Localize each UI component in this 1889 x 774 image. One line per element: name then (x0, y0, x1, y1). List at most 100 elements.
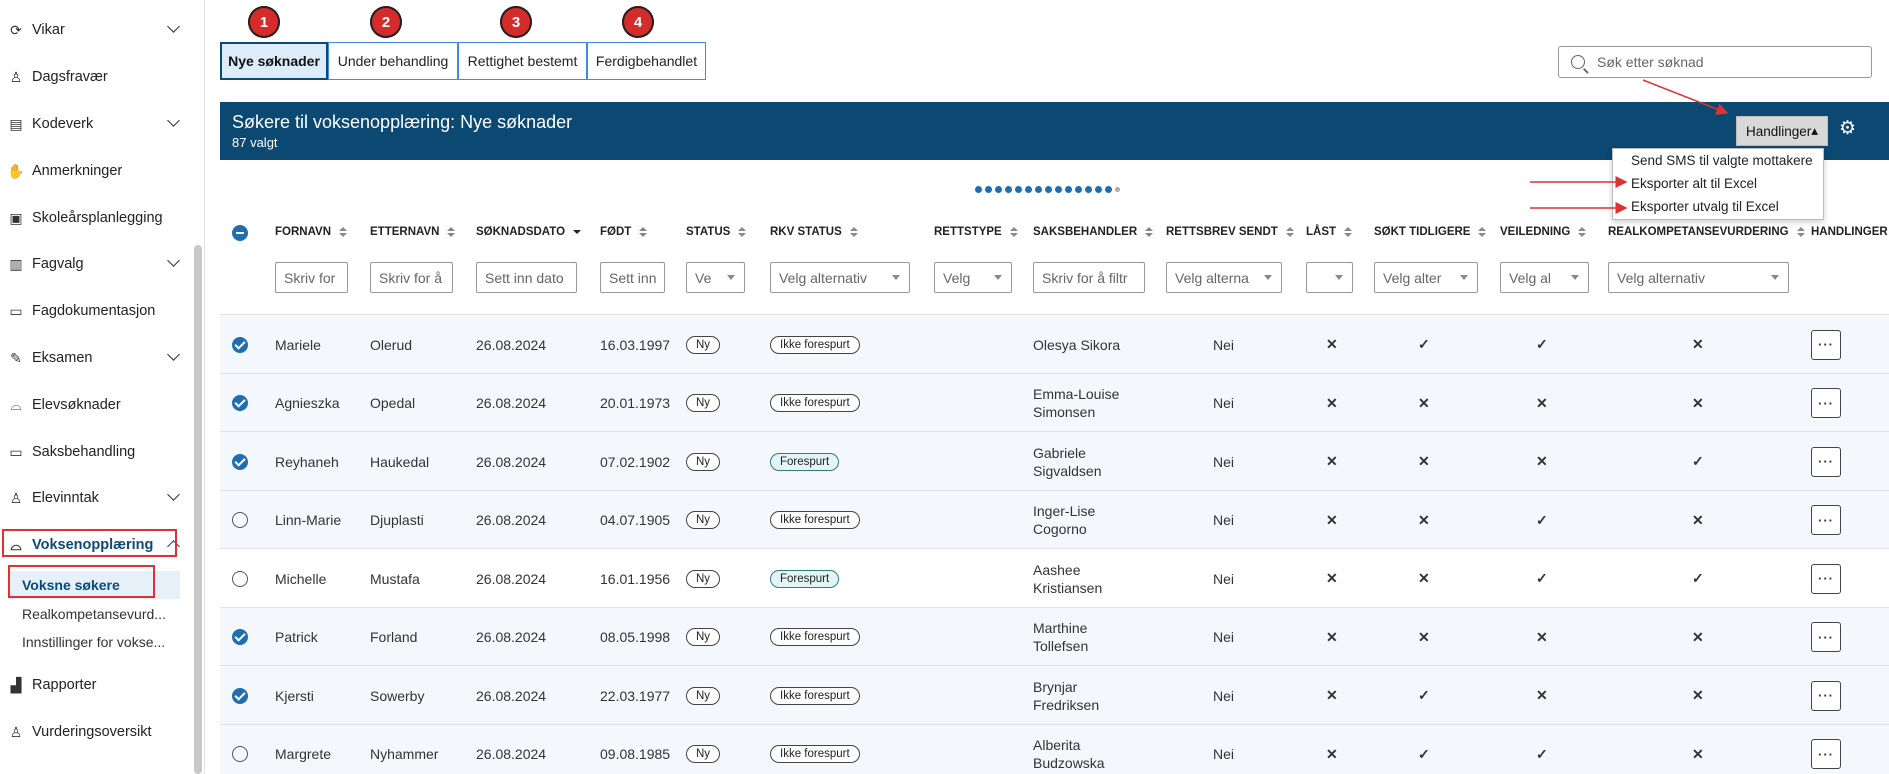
sidebar-item-fagdokumentasjon[interactable]: ▭ Fagdokumentasjon (0, 291, 190, 331)
row-actions-button[interactable]: ··· (1811, 622, 1841, 652)
select-all-checkbox[interactable] (232, 225, 248, 241)
filter-saksbehandler[interactable]: Skriv for å filtr (1033, 262, 1145, 293)
filter-fodt[interactable]: Sett inn (600, 262, 665, 293)
rkv-status-badge: Forespurt (770, 569, 840, 588)
col-fornavn[interactable]: FORNAVN (275, 226, 348, 238)
row-actions-button[interactable]: ··· (1811, 329, 1841, 360)
sidebar-subitem-realkompetanse[interactable]: Realkompetansevurd... (22, 606, 166, 622)
row-checkbox[interactable] (232, 512, 248, 528)
col-rettstype[interactable]: RETTSTYPE (934, 226, 1018, 238)
col-status[interactable]: STATUS (686, 226, 747, 238)
col-fodt[interactable]: FØDT (600, 226, 648, 238)
sidebar-scrollbar[interactable] (194, 245, 202, 774)
cell-rettsbrev: Nei (1213, 629, 1235, 645)
menu-item-send-sms[interactable]: Send SMS til valgte mottakere (1631, 153, 1813, 168)
col-sokt-tidligere[interactable]: SØKT TIDLIGERE (1374, 226, 1487, 238)
filter-last[interactable] (1306, 262, 1353, 293)
row-actions-button[interactable]: ··· (1811, 505, 1841, 535)
tab-under-behandling[interactable]: Under behandling (328, 42, 458, 80)
actions-menu: Send SMS til valgte mottakere Eksporter … (1612, 148, 1824, 220)
saksbehandler-line: Alberita (1033, 737, 1081, 753)
search-input[interactable] (1597, 54, 1857, 70)
row-checkbox[interactable] (232, 629, 248, 645)
tab-nye-soknader[interactable]: Nye søknader (220, 42, 328, 80)
cell-fodt: 09.08.1985 (600, 746, 671, 762)
filter-rettstype[interactable]: Velg (934, 262, 1012, 293)
filter-sokt-tidligere[interactable]: Velg alter (1374, 262, 1478, 293)
tab-rettighet-bestemt[interactable]: Rettighet bestemt (458, 42, 587, 80)
menu-item-export-all[interactable]: Eksporter alt til Excel (1631, 176, 1758, 191)
table-row[interactable]: Kjersti Sowerby 26.08.2024 22.03.1977 Ny Ikke… (220, 665, 1889, 724)
sidebar-item-skolearsplanlegging[interactable]: ▣ Skoleårsplanlegging (0, 198, 190, 238)
sidebar-item-eksamen[interactable]: ✎ Eksamen (0, 338, 190, 378)
sidebar-item-elevsoknader[interactable]: ⌓ Elevsøknader (0, 385, 190, 425)
cell-soknadsdato: 26.08.2024 (476, 453, 547, 470)
sidebar-item-kodeverk[interactable]: ▤ Kodeverk (0, 104, 190, 144)
sidebar-subitem-voksne-sokere[interactable]: Voksne søkere (8, 571, 180, 599)
saksbehandler-line: Inger-Lise (1033, 503, 1096, 519)
sidebar-item-label: Vurderingsoversikt (32, 724, 152, 740)
filter-status[interactable]: Ve (686, 262, 745, 293)
tab-ferdigbehandlet[interactable]: Ferdigbehandlet (587, 42, 706, 80)
row-actions-button[interactable]: ··· (1811, 680, 1841, 711)
row-checkbox[interactable] (232, 687, 248, 704)
row-actions-button[interactable]: ··· (1811, 563, 1841, 594)
sidebar-item-anmerkninger[interactable]: ✋ Anmerkninger (0, 151, 190, 191)
cell-soknadsdato: 26.08.2024 (476, 336, 547, 353)
filter-fornavn[interactable]: Skriv for (275, 262, 348, 293)
col-rettsbrev-sendt[interactable]: RETTSBREV SENDT (1166, 226, 1294, 238)
table-row[interactable]: Linn-Marie Djuplasti 26.08.2024 04.07.1905 N… (220, 489, 1889, 549)
actions-button[interactable]: Handlinger ▴ (1736, 116, 1828, 146)
column-scroll-indicator[interactable] (975, 186, 1120, 193)
table-row[interactable]: Mariele Olerud 26.08.2024 16.03.1997 Ny Ikke … (220, 314, 1889, 373)
filter-etternavn[interactable]: Skriv for å (370, 262, 453, 293)
cell-fodt: 16.01.1956 (600, 570, 671, 587)
filter-rkv-status[interactable]: Velg alternativ (770, 262, 910, 293)
row-actions-button[interactable]: ··· (1811, 446, 1841, 477)
table-row[interactable]: Reyhaneh Haukedal 26.08.2024 07.02.1902 Ny Fo… (220, 431, 1889, 490)
sidebar-subitem-innstillinger[interactable]: Innstillinger for vokse... (22, 634, 166, 650)
col-veiledning[interactable]: VEILEDNING (1500, 226, 1587, 238)
menu-item-export-selection[interactable]: Eksporter utvalg til Excel (1631, 199, 1779, 214)
row-checkbox[interactable] (232, 395, 248, 411)
sidebar-item-fagvalg[interactable]: ▥ Fagvalg (0, 244, 190, 284)
filter-soknadsdato[interactable]: Sett inn dato (476, 262, 577, 293)
sidebar-item-label: Elevinntak (32, 490, 99, 506)
sidebar-item-rapporter[interactable]: ▟ Rapporter (0, 665, 190, 705)
col-rkv-status[interactable]: RKV STATUS (770, 226, 858, 238)
cell-soknadsdato: 26.08.2024 (476, 570, 547, 587)
col-soknadsdato[interactable]: SØKNADSDATO (476, 226, 582, 238)
table-row[interactable]: Patrick Forland 26.08.2024 08.05.1998 Ny Ikke… (220, 606, 1889, 666)
row-checkbox[interactable] (232, 570, 248, 587)
row-checkbox[interactable] (232, 336, 248, 353)
cell-etternavn: Sowerby (370, 687, 425, 704)
filter-realkompetanse[interactable]: Velg alternativ (1608, 262, 1789, 293)
row-checkbox[interactable] (232, 746, 248, 762)
filter-rettsbrev[interactable]: Velg alterna (1166, 262, 1282, 293)
cell-fodt: 08.05.1998 (600, 629, 671, 645)
table-row[interactable]: Margrete Nyhammer 26.08.2024 09.08.1985 Ny Ik… (220, 723, 1889, 774)
row-checkbox[interactable] (232, 453, 248, 470)
filter-veiledning[interactable]: Velg al (1500, 262, 1589, 293)
chevron-down-icon (167, 348, 180, 361)
cell-saksbehandler: Gabriele Sigvaldsen (1033, 432, 1102, 491)
col-last[interactable]: LÅST (1306, 226, 1353, 238)
table-row[interactable]: Michelle Mustafa 26.08.2024 16.01.1956 Ny For… (220, 548, 1889, 607)
sidebar-item-vurderingsoversikt[interactable]: ♙ Vurderingsoversikt (0, 712, 190, 752)
search-box[interactable] (1558, 46, 1872, 78)
sidebar-item-voksenopplaering[interactable]: ⌓ Voksenopplæring (0, 525, 190, 565)
col-saksbehandler[interactable]: SAKSBEHANDLER (1033, 226, 1154, 238)
sidebar-item-dagsfravaer[interactable]: ♙ Dagsfravær (0, 57, 190, 97)
col-etternavn[interactable]: ETTERNAVN (370, 226, 456, 238)
sidebar-item-elevinntak[interactable]: ♙ Elevinntak (0, 478, 190, 518)
rkv-status-badge: Ikke forespurt (770, 686, 860, 705)
row-actions-button[interactable]: ··· (1811, 739, 1841, 769)
sidebar-item-vikar[interactable]: ⟳ Vikar (0, 10, 190, 50)
cell-fornavn: Margrete (275, 746, 332, 762)
table-row[interactable]: Agnieszka Opedal 26.08.2024 20.01.1973 Ny Ikk… (220, 372, 1889, 432)
col-realkompetansevurdering[interactable]: REALKOMPETANSEVURDERING (1608, 226, 1805, 238)
row-actions-button[interactable]: ··· (1811, 388, 1841, 418)
sidebar-item-saksbehandling[interactable]: ▭ Saksbehandling (0, 432, 190, 472)
chevron-down-icon (167, 20, 180, 33)
gear-icon[interactable]: ⚙ (1839, 118, 1857, 139)
